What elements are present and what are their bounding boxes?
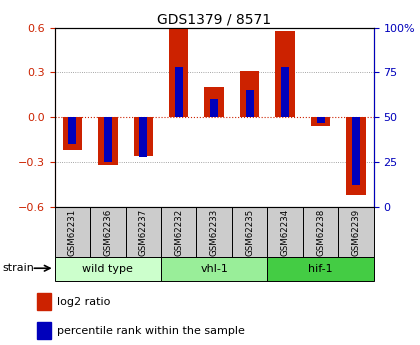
Text: vhl-1: vhl-1 (200, 264, 228, 274)
Bar (210, 99, 218, 117)
Text: percentile rank within the sample: percentile rank within the sample (57, 326, 245, 335)
Bar (98, 117, 118, 165)
Bar (281, 67, 289, 117)
Bar (63, 117, 82, 150)
Text: GSM62232: GSM62232 (174, 208, 183, 256)
Bar (126, 207, 161, 257)
Bar (55, 257, 161, 281)
Text: GSM62233: GSM62233 (210, 208, 219, 256)
Bar (268, 207, 303, 257)
Bar (240, 71, 260, 117)
Bar (311, 117, 331, 126)
Bar (134, 117, 153, 156)
Text: strain: strain (2, 264, 34, 273)
Bar (352, 117, 360, 186)
Text: GSM62237: GSM62237 (139, 208, 148, 256)
Text: GSM62231: GSM62231 (68, 208, 77, 256)
Bar (68, 117, 76, 144)
Bar (139, 117, 147, 157)
Text: GSM62234: GSM62234 (281, 208, 290, 256)
Text: GSM62239: GSM62239 (352, 208, 360, 256)
Bar (90, 207, 126, 257)
Text: wild type: wild type (82, 264, 133, 274)
Bar (161, 257, 268, 281)
Bar (104, 117, 112, 162)
Text: GSM62236: GSM62236 (103, 208, 112, 256)
Bar (346, 117, 366, 195)
Bar (169, 29, 189, 117)
Bar (55, 207, 90, 257)
Title: GDS1379 / 8571: GDS1379 / 8571 (157, 12, 271, 27)
Text: log2 ratio: log2 ratio (57, 297, 110, 306)
Bar (303, 207, 339, 257)
Bar (268, 257, 374, 281)
Bar (175, 67, 183, 117)
Text: hif-1: hif-1 (308, 264, 333, 274)
Bar (232, 207, 268, 257)
Bar (317, 117, 325, 123)
Bar (197, 207, 232, 257)
Text: GSM62238: GSM62238 (316, 208, 325, 256)
Bar (205, 87, 224, 117)
Bar (37, 293, 51, 310)
Bar (246, 90, 254, 117)
Bar (339, 207, 374, 257)
Bar (161, 207, 197, 257)
Bar (276, 31, 295, 117)
Bar (37, 322, 51, 339)
Text: GSM62235: GSM62235 (245, 208, 254, 256)
